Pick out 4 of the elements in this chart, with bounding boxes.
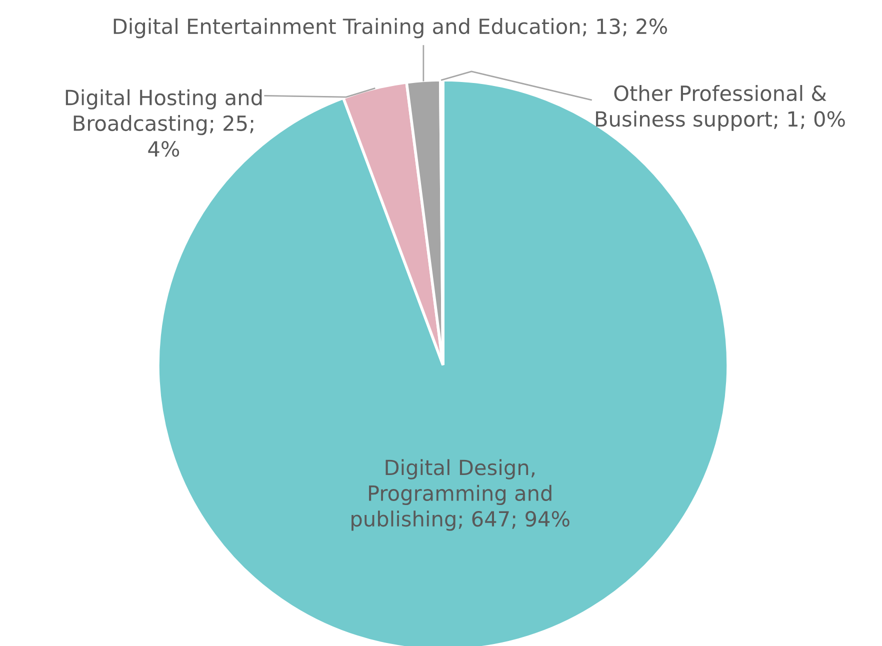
slice-label: Digital Design, Programming and publishing; 647; 94% [352, 459, 570, 531]
slice-label: Digital Hosting and Broadcasting; 25; 4% [66, 89, 262, 157]
slice-label: Digital Entertainment Training and Education; 13; 2% [114, 18, 668, 38]
slice-label: Other Professional & Business support; 1; 0% [596, 84, 845, 131]
